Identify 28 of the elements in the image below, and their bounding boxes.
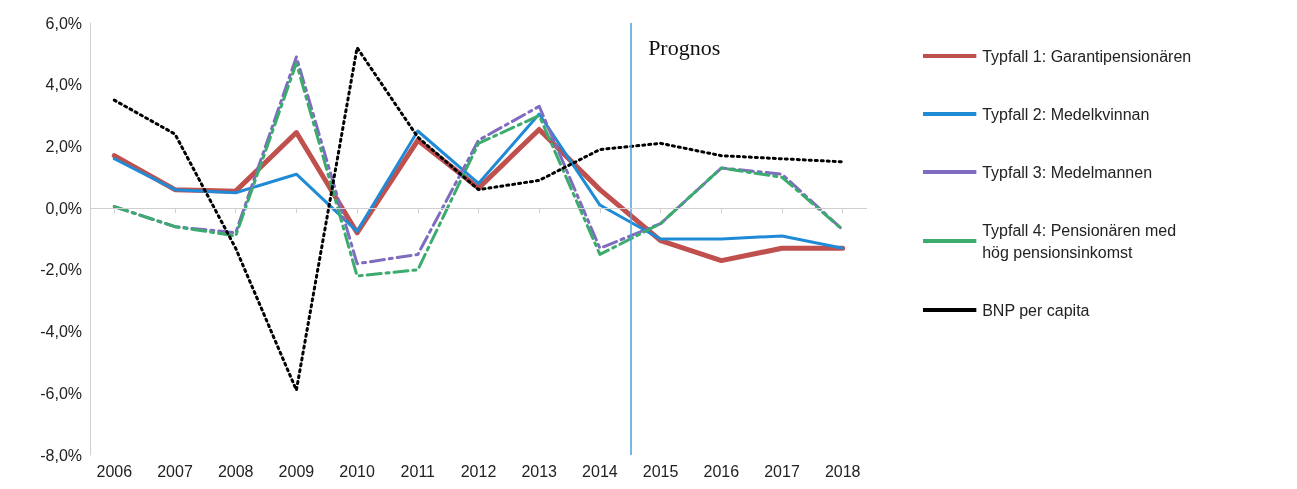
y-tick-label: -2,0% — [40, 261, 82, 279]
y-tick-label: -6,0% — [40, 384, 82, 402]
y-tick-label: 6,0% — [45, 14, 82, 32]
y-tick-label: -4,0% — [40, 323, 82, 341]
legend-label: Typfall 2: Medelkvinnan — [982, 105, 1150, 123]
x-tick-label: 2016 — [703, 462, 740, 480]
ref-line-label: Prognos — [648, 34, 721, 60]
x-tick-label: 2011 — [400, 462, 436, 480]
x-tick-label: 2009 — [278, 462, 315, 480]
line-series — [112, 112, 845, 250]
y-tick-label: 2,0% — [45, 137, 82, 155]
x-tick-label: 2006 — [96, 462, 133, 480]
y-tick-label: -8,0% — [40, 446, 82, 464]
x-tick-label: 2013 — [521, 462, 558, 480]
legend-label: Typfall 4: Pensionären med hög pensionsinkomst — [982, 221, 1181, 261]
y-tick-label: 4,0% — [45, 76, 82, 94]
legend-label: Typfall 1: Garantipensionären — [982, 47, 1192, 65]
x-tick-label: 2012 — [460, 462, 497, 480]
legend-label: BNP per capita — [982, 301, 1090, 319]
x-tick-label: 2007 — [157, 462, 193, 480]
x-tick-label: 2015 — [642, 462, 679, 480]
x-tick-label: 2018 — [824, 462, 861, 480]
x-tick-label: 2014 — [582, 462, 618, 480]
x-tick-label: 2010 — [339, 462, 375, 480]
x-tick-label: 2017 — [764, 462, 800, 480]
x-tick-label: 2008 — [217, 462, 254, 480]
y-tick-label: 0,0% — [45, 199, 82, 217]
legend-label: Typfall 3: Medelmannen — [982, 163, 1153, 181]
